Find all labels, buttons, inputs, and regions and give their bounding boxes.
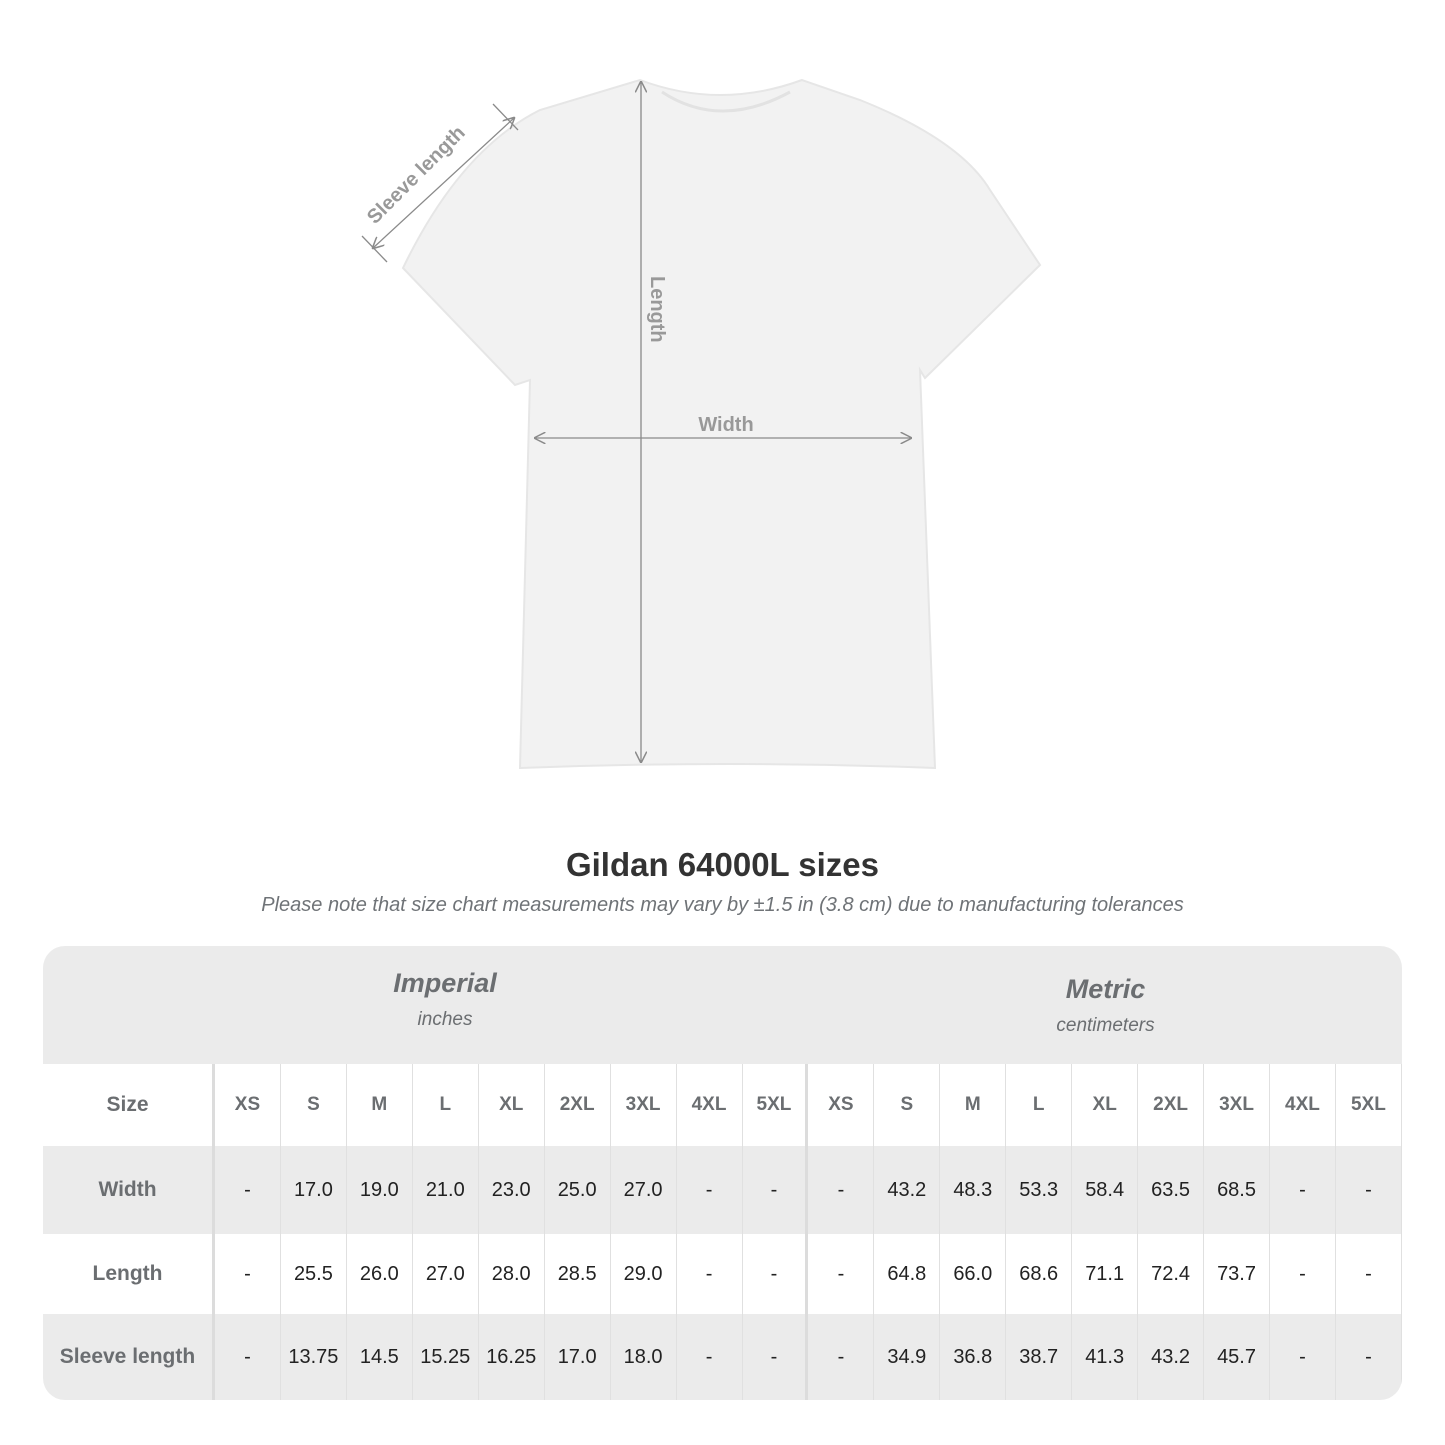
size-header-cell: M xyxy=(347,1064,413,1146)
row-label: Width xyxy=(43,1146,215,1234)
row-label: Length xyxy=(43,1234,215,1314)
table-cell: 34.9 xyxy=(874,1314,941,1400)
table-row: Sleeve length -13.75 14.5 15.25 16.25 17.0 18.… xyxy=(43,1314,1402,1400)
size-header-cell: M xyxy=(940,1064,1007,1146)
table-row: Length -25.5 26.0 27.0 28.0 28.5 29.0- - -64.8 66… xyxy=(43,1234,1402,1314)
size-header-cell: S xyxy=(874,1064,941,1146)
table-cell: 13.75 xyxy=(281,1314,347,1400)
table-cell: - xyxy=(808,1314,875,1400)
table-cell: - xyxy=(1270,1314,1336,1400)
size-header-cell: XS xyxy=(808,1064,875,1146)
table-cell: - xyxy=(743,1314,809,1400)
table-cell: - xyxy=(677,1314,743,1400)
sleeve-arrow xyxy=(373,118,514,248)
group-header xyxy=(43,946,1402,1064)
table-cell: - xyxy=(1270,1234,1336,1314)
table-cell: 17.0 xyxy=(545,1314,611,1400)
table-cell: - xyxy=(808,1146,875,1234)
table-cell: - xyxy=(677,1146,743,1234)
table-cell: 41.3 xyxy=(1072,1314,1139,1400)
table-cell: 36.8 xyxy=(940,1314,1007,1400)
size-header-cell: 5XL xyxy=(743,1064,809,1146)
table-cell: - xyxy=(743,1234,809,1314)
table-cell: 64.8 xyxy=(874,1234,941,1314)
table-cell: 15.25 xyxy=(413,1314,479,1400)
table-cell: 26.0 xyxy=(347,1234,413,1314)
table-cell: - xyxy=(808,1234,875,1314)
table-cell: 19.0 xyxy=(347,1146,413,1234)
table-cell: 28.5 xyxy=(545,1234,611,1314)
table-cell: 63.5 xyxy=(1138,1146,1205,1234)
table-cell: 16.25 xyxy=(479,1314,545,1400)
table-cell: 25.0 xyxy=(545,1146,611,1234)
table-cell: 66.0 xyxy=(940,1234,1007,1314)
size-table: Imperial inches Metric centimeters Size X… xyxy=(43,946,1402,1400)
table-cell: - xyxy=(743,1146,809,1234)
size-header-cell: 3XL xyxy=(1204,1064,1270,1146)
table-cell: 23.0 xyxy=(479,1146,545,1234)
size-header-cell: S xyxy=(281,1064,347,1146)
table-cell: 48.3 xyxy=(940,1146,1007,1234)
table-cell: - xyxy=(215,1146,281,1234)
table-cell: 27.0 xyxy=(413,1234,479,1314)
table-cell: 27.0 xyxy=(611,1146,677,1234)
tolerance-note: Please note that size chart measurements… xyxy=(261,894,1184,916)
table-cell: 18.0 xyxy=(611,1314,677,1400)
size-header-cell: 2XL xyxy=(545,1064,611,1146)
length-label: Length xyxy=(646,276,668,343)
table-cell: 25.5 xyxy=(281,1234,347,1314)
table-cell: 17.0 xyxy=(281,1146,347,1234)
table-cell: 38.7 xyxy=(1006,1314,1073,1400)
table-cell: 71.1 xyxy=(1072,1234,1139,1314)
table-cell: 28.0 xyxy=(479,1234,545,1314)
table-cell: 43.2 xyxy=(874,1146,941,1234)
table-cell: 53.3 xyxy=(1006,1146,1073,1234)
table-cell: 68.6 xyxy=(1006,1234,1073,1314)
table-cell: - xyxy=(1336,1314,1402,1400)
table-cell: 72.4 xyxy=(1138,1234,1205,1314)
table-cell: - xyxy=(215,1314,281,1400)
size-header-cell: 4XL xyxy=(1270,1064,1336,1146)
size-header-cell: L xyxy=(413,1064,479,1146)
table-cell: 58.4 xyxy=(1072,1146,1139,1234)
table-cell: 68.5 xyxy=(1204,1146,1270,1234)
size-label: Size xyxy=(43,1064,215,1146)
size-header-cell: 4XL xyxy=(677,1064,743,1146)
size-header-cell: 5XL xyxy=(1336,1064,1402,1146)
size-header-cell: 3XL xyxy=(611,1064,677,1146)
size-header-cell: XS xyxy=(215,1064,281,1146)
size-header-cell: L xyxy=(1006,1064,1073,1146)
tshirt-diagram: Sleeve length Length Width xyxy=(361,78,1042,770)
table-cell: 29.0 xyxy=(611,1234,677,1314)
table-cell: 73.7 xyxy=(1204,1234,1270,1314)
size-header-cell: XL xyxy=(1072,1064,1139,1146)
size-header-row: Size XS S M L XL 2XL 3XL 4XL 5XL XS S M L XL 2XL 3XL 4XL 5… xyxy=(43,1064,1402,1146)
table-cell: - xyxy=(1336,1146,1402,1234)
row-label: Sleeve length xyxy=(43,1314,215,1400)
table-cell: - xyxy=(1270,1146,1336,1234)
size-header-cell: XL xyxy=(479,1064,545,1146)
table-cell: 45.7 xyxy=(1204,1314,1270,1400)
table-cell: - xyxy=(1336,1234,1402,1314)
page-title: Gildan 64000L sizes xyxy=(565,846,880,883)
width-label: Width xyxy=(698,414,753,436)
table-cell: - xyxy=(215,1234,281,1314)
table-cell: - xyxy=(677,1234,743,1314)
size-header-cell: 2XL xyxy=(1138,1064,1205,1146)
group-metric: Metric centimeters xyxy=(1056,974,1155,1036)
table-cell: 21.0 xyxy=(413,1146,479,1234)
table-row: Width -17.0 19.0 21.0 23.0 25.0 27.0- - -43.2 48.… xyxy=(43,1146,1402,1234)
table-cell: 14.5 xyxy=(347,1314,413,1400)
group-imperial: Imperial inches xyxy=(393,968,497,1030)
table-cell: 43.2 xyxy=(1138,1314,1205,1400)
